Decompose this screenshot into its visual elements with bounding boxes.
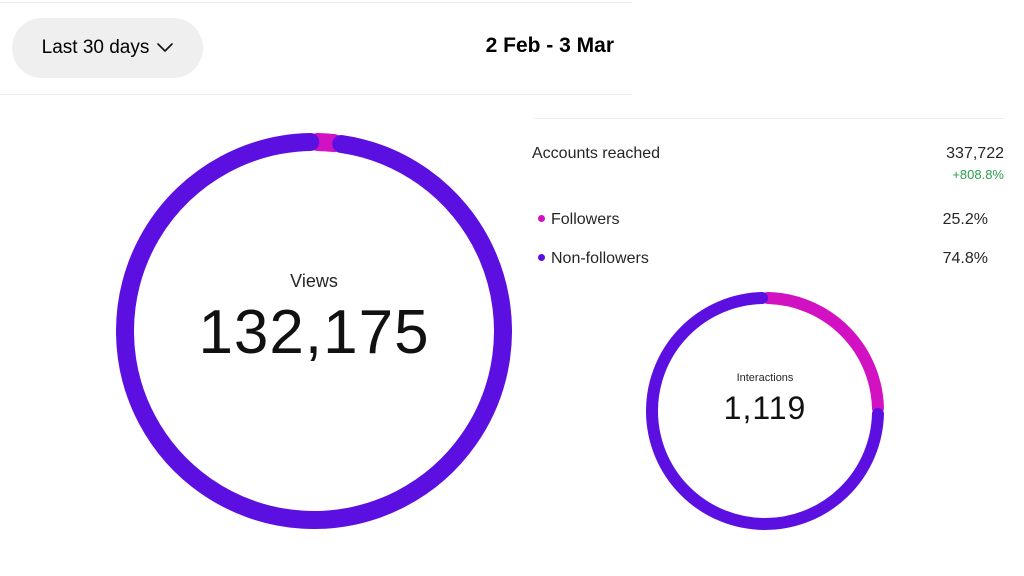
non-followers-label: Non-followers <box>551 250 649 267</box>
views-label: Views <box>290 271 338 291</box>
breakdown-row-followers: Followers <box>538 211 619 229</box>
interactions-label: Interactions <box>736 372 794 384</box>
followers-dot-icon <box>538 215 545 223</box>
views-ring-chart: Views 132,175 <box>116 133 512 529</box>
interactions-ring-segment-non-followers <box>646 292 884 530</box>
interactions-ring-segment-followers <box>761 292 884 415</box>
date-range-text: 2 Feb - 3 Mar <box>485 34 614 57</box>
views-ring-segment-followers <box>308 133 344 153</box>
stats-divider <box>534 118 1004 119</box>
followers-label: Followers <box>551 211 620 228</box>
date-range-dropdown[interactable]: Last 30 days <box>12 18 203 78</box>
views-value: 132,175 <box>198 298 430 367</box>
interactions-ring-svg <box>646 292 884 530</box>
accounts-reached-value: 337,722 <box>946 145 1004 162</box>
interactions-value: 1,119 <box>723 390 807 426</box>
views-ring-segment-non-followers <box>116 133 512 529</box>
accounts-reached-label: Accounts reached <box>532 145 661 162</box>
breakdown-row-non-followers: Non-followers <box>538 250 649 268</box>
views-ring-svg <box>116 133 512 529</box>
top-divider <box>0 2 632 3</box>
non-followers-percent: 74.8% <box>942 250 988 267</box>
chevron-down-icon <box>157 43 174 53</box>
header-divider <box>0 94 632 95</box>
interactions-ring-chart: Interactions 1,119 <box>646 292 884 530</box>
accounts-reached-change: +808.8% <box>952 167 1004 182</box>
non-followers-dot-icon <box>538 254 545 262</box>
date-range-dropdown-label: Last 30 days <box>41 37 150 58</box>
followers-percent: 25.2% <box>942 211 988 228</box>
